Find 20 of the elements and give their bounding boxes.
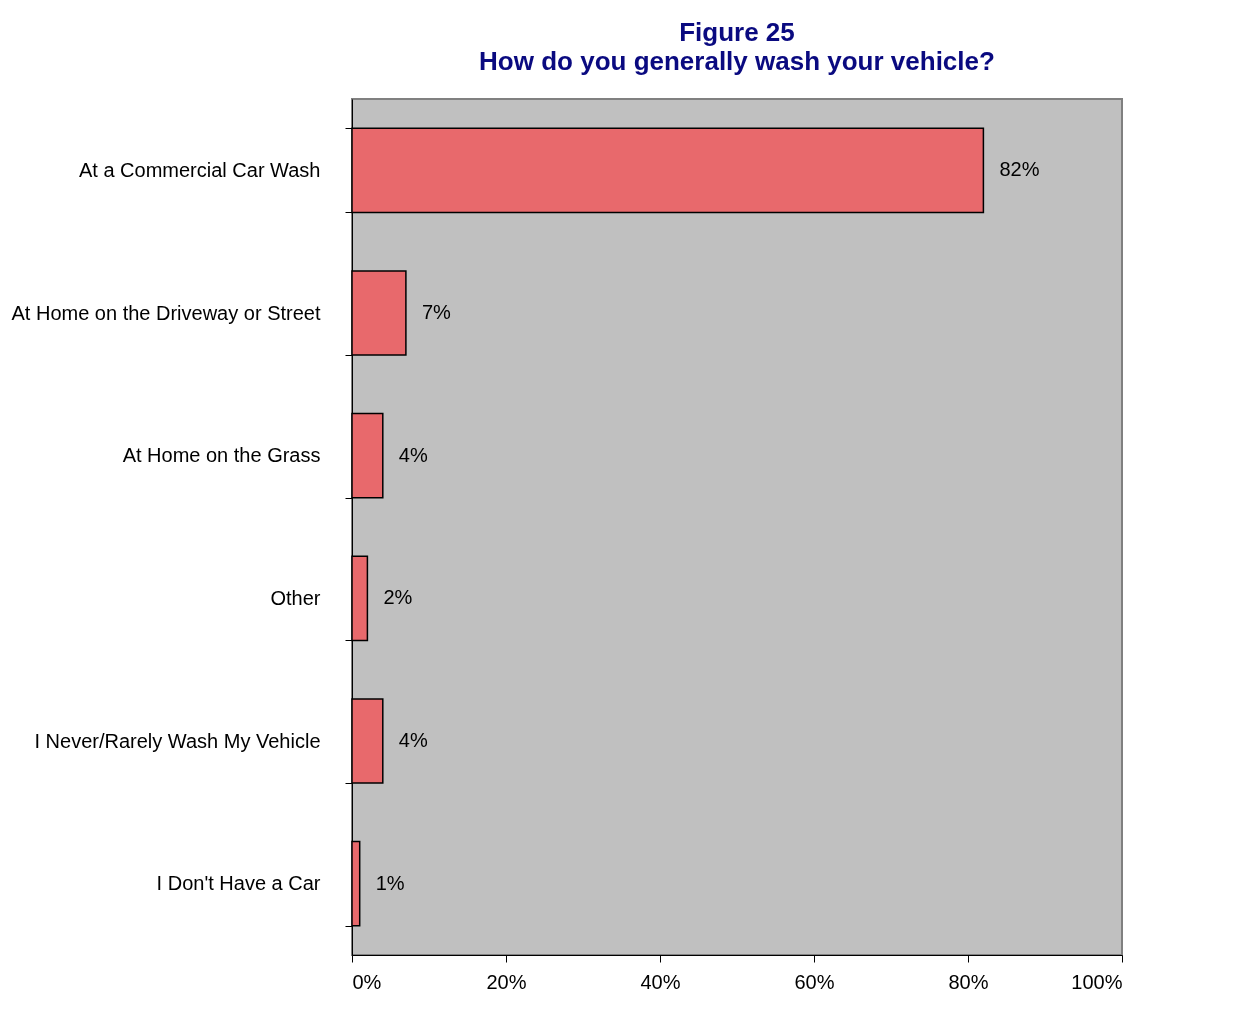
y-tick-label: At Home on the Driveway or Street (11, 301, 321, 324)
data-label: 4% (398, 729, 428, 751)
data-label: 1% (375, 871, 405, 894)
x-tick-label: 100% (1071, 970, 1123, 993)
data-label: 4% (398, 443, 428, 466)
chart-title: Figure 25 (679, 17, 795, 47)
y-tick-label: I Don't Have a Car (156, 872, 321, 895)
y-tick-label: I Never/Rarely Wash My Vehicle (34, 729, 321, 752)
data-label: 2% (383, 586, 413, 609)
data-label: 7% (421, 301, 452, 323)
x-tick-label: 80% (948, 970, 989, 993)
x-tick-label: 60% (794, 970, 835, 993)
y-tick-label: Other (270, 586, 321, 609)
x-tick-label: 20% (486, 970, 527, 993)
x-tick-label: 40% (640, 970, 681, 993)
y-tick-label: At Home on the Grass (122, 444, 321, 467)
x-tick-label: 0% (352, 970, 382, 993)
y-tick-label: At a Commercial Car Wash (78, 158, 321, 181)
chart-subtitle: How do you generally wash your vehicle? (479, 46, 995, 76)
data-label: 82% (999, 158, 1040, 181)
